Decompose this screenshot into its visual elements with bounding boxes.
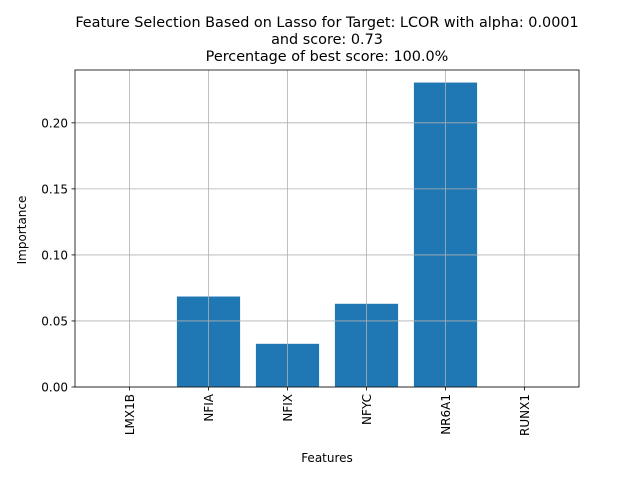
x-tick-label-runx1: RUNX1 — [518, 394, 532, 436]
chart-title-line-3: Percentage of best score: 100.0% — [206, 49, 449, 65]
x-tick-label-lmx1b: LMX1B — [123, 394, 137, 435]
x-tick-label-nfia: NFIA — [202, 393, 216, 421]
y-tick-label-4: 0.20 — [41, 116, 68, 130]
x-tick-label-nr6a1: NR6A1 — [439, 394, 453, 435]
y-tick-label-2: 0.10 — [41, 248, 68, 262]
y-axis-label: Importance — [15, 196, 29, 265]
y-tick-label-0: 0.00 — [41, 381, 68, 395]
x-tick-label-nfyc: NFYC — [360, 394, 374, 425]
chart-title-line-1: Feature Selection Based on Lasso for Tar… — [75, 15, 578, 31]
x-axis-label: Features — [301, 451, 353, 465]
x-tick-label-nfix: NFIX — [281, 394, 295, 422]
plot-area: 0.00 0.05 0.10 0.15 0.20 LMX1B NFIA NFIX NFYC NR6… — [41, 69, 580, 436]
axes-frame — [74, 69, 580, 388]
y-tick-label-1: 0.05 — [41, 314, 68, 328]
chart-title-line-2: and score: 0.73 — [271, 32, 383, 48]
y-tick-label-3: 0.15 — [41, 182, 68, 196]
